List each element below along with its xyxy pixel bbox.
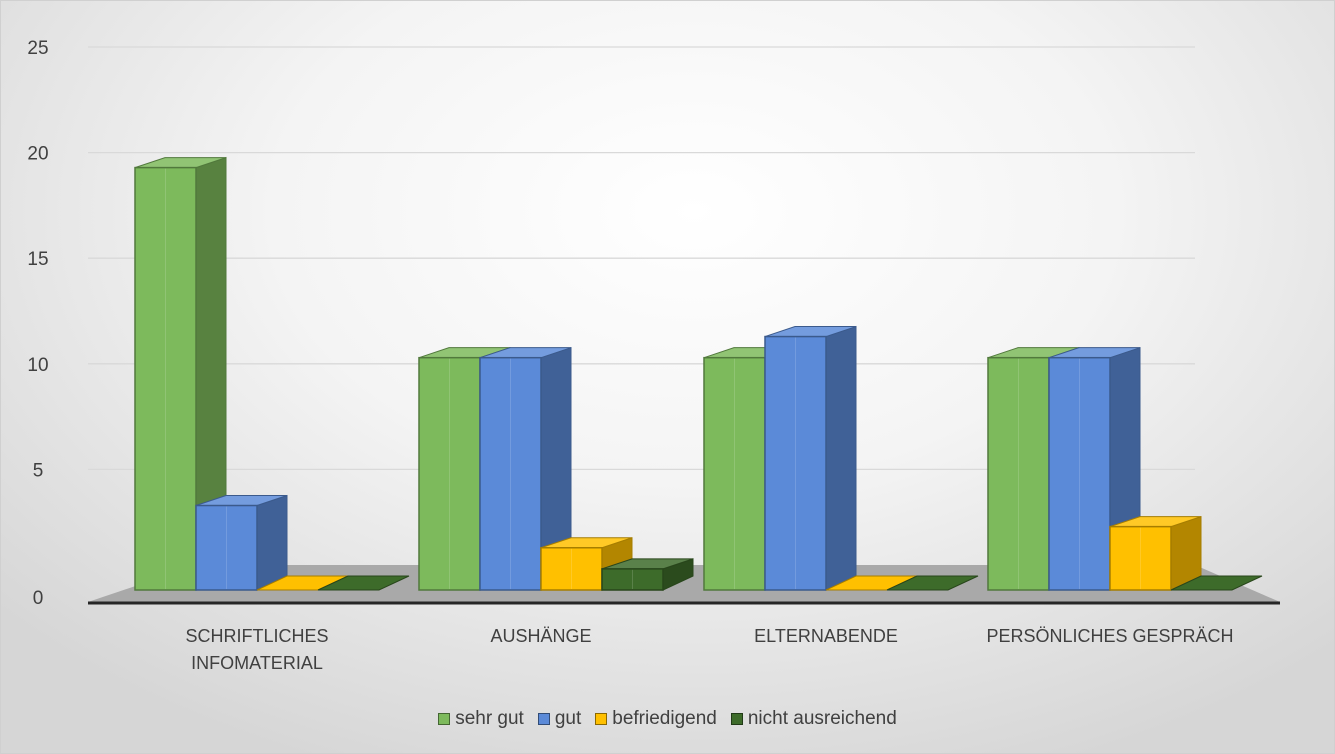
bars	[134, 156, 1263, 591]
legend-swatch	[595, 713, 608, 725]
x-tick-label: INFOMATERIAL	[191, 653, 323, 673]
x-tick-label: SCHRIFTLICHES	[185, 626, 328, 646]
y-tick-label: 20	[27, 144, 48, 165]
axes: 0 5 10 15 20 25 SCHRIFTLICHES INFOMATERIAL AUSHÄ…	[27, 38, 1280, 673]
legend-item: nicht ausreichend	[730, 708, 897, 730]
y-tick-label: 0	[33, 588, 44, 609]
y-tick-label: 5	[33, 460, 44, 481]
legend-label: sehr gut	[455, 708, 524, 729]
legend-item: gut	[537, 708, 582, 730]
legend-swatch	[438, 713, 451, 725]
legend-item: befriedigend	[595, 708, 717, 730]
y-tick-label: 25	[27, 38, 48, 59]
y-tick-label: 15	[27, 249, 48, 270]
legend-label: befriedigend	[612, 708, 717, 729]
legend-swatch	[730, 713, 743, 725]
chart-floor	[88, 565, 1280, 602]
legend-label: gut	[554, 708, 582, 729]
y-tick-label: 10	[27, 355, 48, 376]
bar-side-1-0	[256, 494, 288, 591]
bar-3-0	[317, 575, 410, 591]
chart-floor-plane	[88, 565, 1280, 602]
legend: sehr gut gut befriedigend nicht ausreichend	[0, 708, 1335, 730]
legend-swatch	[537, 713, 550, 725]
x-tick-label: PERSÖNLICHES GESPRÄCH	[986, 626, 1233, 646]
x-tick-label: AUSHÄNGE	[490, 626, 591, 646]
bar-3-3	[1170, 575, 1263, 591]
x-tick-label: ELTERNABENDE	[754, 626, 898, 646]
bar-3-2	[886, 575, 979, 591]
bar-side-1-2	[825, 325, 857, 591]
legend-item: sehr gut	[438, 708, 524, 730]
legend-label: nicht ausreichend	[747, 708, 897, 729]
